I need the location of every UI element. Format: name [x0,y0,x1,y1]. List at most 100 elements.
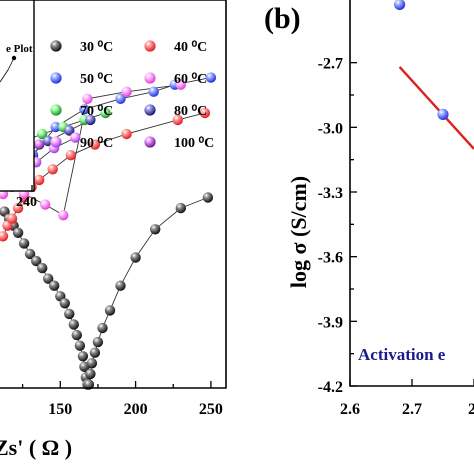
y-axis-label: log σ (S/cm) [286,176,311,288]
data-point [0,231,9,242]
y-ticks-b: -2.7 -3.0 -3.3 -3.6 -3.9 -4.2 [318,56,357,396]
legend-label: 80 ⁰C [174,104,207,119]
legend-label: 70 ⁰C [80,104,113,119]
panel-label-b: (b) [264,2,301,35]
data-point [59,298,70,309]
data-point [12,202,24,214]
data-point [77,351,89,362]
y-axis-label-b: log σ (S/cm) [286,176,311,288]
data-point [121,86,132,97]
data-point [82,93,93,105]
legend: 30 ⁰C 40 ⁰C 50 ⁰C 60 ⁰C 70 ⁰C 80 ⁰C 90 ⁰C 100 ⁰… [50,40,214,151]
data-point [394,0,406,11]
data-points-b [394,0,449,120]
data-point [12,227,24,238]
y-tick-label: -3.0 [318,120,343,137]
y-tick-label: -3.6 [318,250,343,267]
x-tick-label: 2.7 [402,401,422,418]
fit-line [398,66,474,150]
data-point [37,128,48,140]
data-point [79,104,90,115]
legend-marker [144,40,156,52]
legend-label: 60 ⁰C [174,72,207,87]
data-point [148,86,159,97]
data-point [199,107,211,119]
data-point [18,238,30,249]
data-point [70,132,81,143]
x-tick-label: 250 [199,401,223,418]
inset-tick-label: 240 [16,195,37,210]
data-point [100,107,111,119]
x-ticks-b: 2.6 2.7 2. [340,379,474,418]
data-point [205,72,217,83]
data-point [89,139,101,150]
data-point [83,379,95,390]
y-tick-label: -3.9 [318,314,343,331]
data-point [6,213,18,224]
data-point [65,150,77,161]
data-point [43,273,54,284]
data-point [115,93,126,105]
data-point [50,121,61,133]
data-point [92,336,104,348]
inset-plot: e Plot 240 [0,0,37,210]
x-tick-label: 2.6 [340,401,360,418]
data-point [121,128,132,140]
y-tick-label: -2.7 [318,56,343,73]
x-tick-label: 150 [48,401,72,418]
data-point [150,224,161,235]
data-point [437,108,449,120]
data-point [175,79,186,90]
legend-marker [50,104,62,116]
data-point [24,248,36,260]
legend-label: 90 ⁰C [80,136,113,151]
data-point [175,202,186,214]
data-point [68,319,80,330]
legend-marker [50,136,62,148]
data-point [115,280,126,291]
data-point [40,199,51,210]
legend-marker [144,136,156,148]
legend-label: 40 ⁰C [174,40,207,55]
legend-label: 30 ⁰C [80,40,113,55]
y-tick-label: -3.3 [318,185,343,202]
data-point [85,368,96,380]
data-point [202,192,214,203]
inset-title: e Plot [6,43,33,55]
data-point [34,139,45,150]
data-point [97,322,108,334]
data-point [71,329,83,341]
data-point [64,125,75,136]
series-line-0 [4,197,209,385]
data-point [74,340,86,351]
data-point [86,358,98,369]
data-point [85,114,96,126]
data-point [64,308,75,320]
x-tick-label-partial: 2. [468,401,474,418]
legend-marker [50,72,62,84]
data-point [34,174,45,186]
data-point [37,262,48,274]
y-tick-label: -4.2 [318,379,343,396]
legend-label: 50 ⁰C [80,72,113,87]
data-point [58,210,69,221]
data-point [104,305,116,316]
axes-frame-b [349,0,474,387]
legend-marker [50,40,62,52]
legend-label: 100 ⁰C [174,136,214,151]
legend-marker [144,104,156,116]
axes-frame-a [0,0,227,389]
data-point [49,280,60,291]
data-point [47,164,58,175]
panel-a: e Plot 240 30 ⁰C 40 ⁰C 50 ⁰C 60 ⁰C 70 ⁰C 80 ⁰… [0,0,227,460]
legend-marker [144,72,156,84]
data-point [31,255,42,267]
activation-annotation: Activation e [358,345,446,364]
data-point [130,252,141,263]
panel-b: (b) log σ (S/cm) -2.7 -3.0 -3.3 -3.6 -3.9 -4.… [264,0,474,418]
data-point [89,347,101,358]
x-axis-label-a: Zs' ( Ω ) [0,435,72,460]
x-ticks-a: 150 200 250 [21,381,223,418]
x-tick-label: 200 [124,401,148,418]
